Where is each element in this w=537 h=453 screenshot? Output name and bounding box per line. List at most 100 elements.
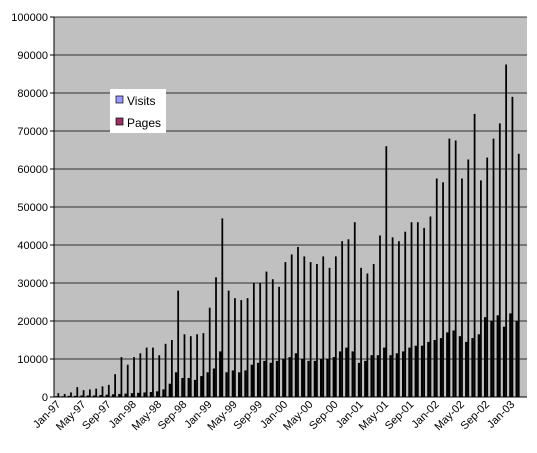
bar-visits-Mar-02: [446, 332, 449, 397]
bar-visits-Jul-01: [395, 353, 399, 397]
y-tick-label: 100000: [11, 12, 48, 24]
bar-pages-Jun-00: [316, 264, 318, 397]
bar-pages-Mar-01: [372, 264, 375, 397]
x-axis-ticks: Jan-97May-97Sep-97Jan-98May-98Sep-98Jan-…: [31, 399, 517, 433]
bar-visits-Feb-99: [212, 368, 216, 397]
bar-visits-Sep-98: [181, 378, 184, 397]
bar-pages-May-97: [82, 390, 85, 397]
bar-pages-Feb-01: [366, 273, 369, 397]
bar-pages-Aug-97: [101, 386, 104, 397]
bar-pages-Mar-99: [221, 218, 224, 397]
bar-visits-Aug-00: [326, 359, 329, 397]
bar-pages-Feb-97: [63, 393, 66, 397]
bar-visits-Dec-99: [275, 360, 279, 397]
bar-pages-Jan-02: [435, 178, 438, 397]
y-tick-label: 60000: [17, 164, 48, 176]
bar-visits-Dec-97: [124, 393, 127, 397]
bar-pages-Dec-01: [429, 216, 432, 397]
bar-pages-May-01: [385, 146, 388, 397]
bar-pages-Dec-97: [126, 364, 129, 397]
bar-visits-Sep-02: [483, 317, 487, 397]
bar-visits-Jul-02: [471, 338, 474, 397]
bar-pages-Mar-02: [448, 138, 451, 397]
bar-visits-Nov-00: [345, 347, 348, 397]
bar-pages-Feb-03: [517, 153, 520, 397]
bar-pages-Sep-98: [183, 334, 186, 397]
x-tick-label: Sep-02: [459, 399, 493, 433]
bar-pages-Feb-00: [290, 254, 293, 397]
y-tick-label: 70000: [17, 126, 48, 138]
x-tick-label: Sep-98: [156, 399, 190, 433]
bar-pages-Dec-99: [278, 286, 280, 397]
bar-visits-Jul-97: [92, 395, 96, 397]
bar-pages-Jun-02: [467, 159, 470, 397]
bar-pages-Apr-97: [76, 387, 79, 397]
bar-visits-Jan-02: [433, 340, 436, 397]
bar-pages-Jun-99: [240, 300, 243, 397]
bar-pages-Aug-01: [404, 231, 407, 397]
bar-visits-Sep-00: [332, 357, 335, 397]
bar-visits-May-99: [231, 370, 235, 397]
bar-visits-Feb-03: [515, 321, 518, 397]
y-tick-label: 40000: [17, 240, 48, 252]
bar-visits-Jun-01: [389, 355, 392, 397]
bar-pages-Aug-00: [328, 267, 331, 397]
bar-visits-Feb-01: [364, 360, 367, 397]
bar-pages-Feb-98: [139, 353, 142, 397]
bar-pages-Apr-99: [227, 290, 230, 397]
bar-visits-Jun-97: [86, 395, 90, 397]
bar-pages-Jan-97: [57, 393, 60, 397]
bar-visits-May-02: [458, 336, 462, 397]
bar-pages-Oct-99: [265, 271, 268, 397]
bar-pages-Oct-97: [114, 374, 116, 397]
bar-pages-Jan-01: [360, 267, 362, 397]
legend-label-visits: Visits: [127, 94, 155, 108]
bar-visits-Nov-01: [420, 345, 424, 397]
bar-pages-Sep-01: [410, 222, 413, 397]
bar-pages-Jan-03: [511, 96, 514, 398]
bar-visits-Apr-97: [74, 395, 77, 397]
bar-visits-Mar-98: [143, 392, 146, 397]
bar-visits-Jan-00: [282, 359, 285, 397]
bar-visits-Sep-97: [105, 394, 108, 397]
bar-visits-Jul-99: [244, 370, 247, 397]
bar-pages-Aug-98: [177, 290, 180, 397]
legend: Visits Pages: [110, 89, 166, 133]
bar-visits-Dec-01: [427, 341, 430, 397]
bar-pages-Jul-98: [170, 340, 173, 397]
bar-visits-Jan-98: [130, 393, 134, 397]
bar-visits-Dec-98: [200, 376, 203, 397]
y-tick-label: 50000: [17, 202, 48, 214]
bar-pages-May-99: [234, 298, 236, 397]
bar-visits-Aug-98: [174, 372, 178, 397]
bar-visits-Mar-01: [370, 355, 373, 397]
x-tick-label: Sep-00: [307, 399, 341, 433]
bar-pages-Apr-98: [152, 347, 154, 397]
bar-visits-Jan-99: [206, 372, 209, 397]
bar-visits-Feb-98: [137, 392, 140, 397]
bar-visits-May-97: [80, 395, 83, 397]
bar-visits-May-01: [383, 347, 386, 397]
bar-pages-Dec-00: [353, 222, 356, 397]
bar-visits-Oct-02: [490, 321, 493, 397]
legend-label-pages: Pages: [127, 116, 161, 130]
bar-visits-Apr-99: [225, 372, 228, 397]
bar-pages-Jun-98: [164, 343, 167, 397]
bar-visits-Aug-02: [477, 334, 481, 397]
bar-visits-Sep-99: [256, 362, 260, 397]
bar-visits-May-98: [156, 391, 159, 397]
bar-visits-Nov-98: [193, 379, 197, 397]
bar-visits-Sep-01: [408, 347, 411, 397]
bar-visits-Jul-00: [320, 359, 323, 397]
y-tick-label: 0: [42, 392, 48, 404]
bar-visits-Dec-00: [351, 351, 354, 397]
bar-visits-Mar-97: [67, 395, 71, 397]
bar-pages-Oct-02: [492, 138, 495, 397]
bar-visits-Aug-01: [402, 351, 405, 397]
bar-pages-Sep-02: [486, 157, 489, 397]
bar-visits-Apr-02: [452, 330, 455, 397]
legend-swatch-pages: [115, 117, 124, 126]
bar-visits-Mar-99: [219, 351, 222, 397]
x-tick-label: Sep-97: [80, 399, 114, 433]
legend-swatch-visits: [115, 95, 124, 104]
